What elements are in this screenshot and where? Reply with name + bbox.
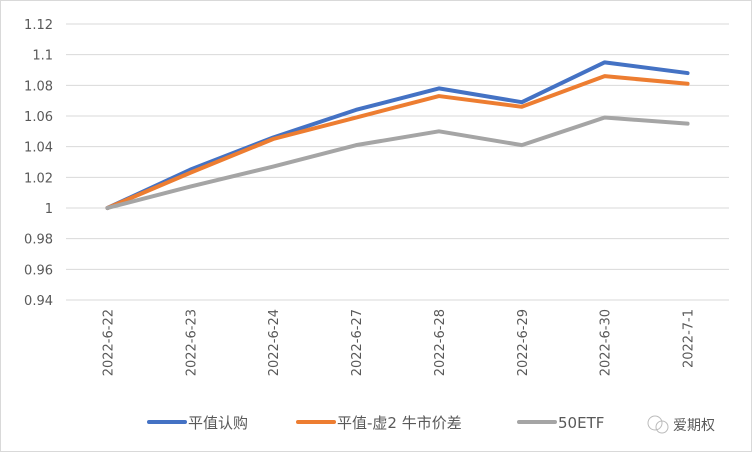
y-tick-label: 1.04 [24, 141, 53, 156]
watermark: 爱期权 [648, 416, 715, 434]
y-tick-label: 1.12 [24, 18, 53, 33]
x-tick-label: 2022-6-28 [433, 309, 448, 376]
y-tick-label: 1 [45, 202, 53, 217]
legend-label: 平值-虚2 牛市价差 [337, 414, 462, 432]
series-line-2 [107, 118, 687, 208]
x-tick-label: 2022-6-29 [516, 309, 531, 376]
y-tick-label: 0.96 [24, 263, 53, 278]
legend-label: 50ETF [558, 414, 604, 432]
y-tick-label: 1.08 [24, 79, 53, 94]
y-tick-label: 1.1 [32, 49, 53, 64]
series-line-1 [107, 76, 687, 208]
y-tick-label: 1.02 [24, 171, 53, 186]
x-tick-label: 2022-6-23 [184, 309, 199, 376]
x-tick-label: 2022-6-24 [267, 309, 282, 376]
x-tick-label: 2022-6-22 [101, 309, 116, 376]
x-tick-label: 2022-6-27 [350, 309, 365, 376]
x-tick-label: 2022-6-30 [599, 309, 614, 376]
x-tick-label: 2022-7-1 [682, 309, 697, 368]
y-tick-label: 1.06 [24, 110, 53, 125]
y-tick-label: 0.94 [24, 294, 53, 309]
y-tick-label: 0.98 [24, 233, 53, 248]
watermark-text: 爱期权 [673, 418, 715, 434]
legend-label: 平值认购 [188, 414, 248, 432]
